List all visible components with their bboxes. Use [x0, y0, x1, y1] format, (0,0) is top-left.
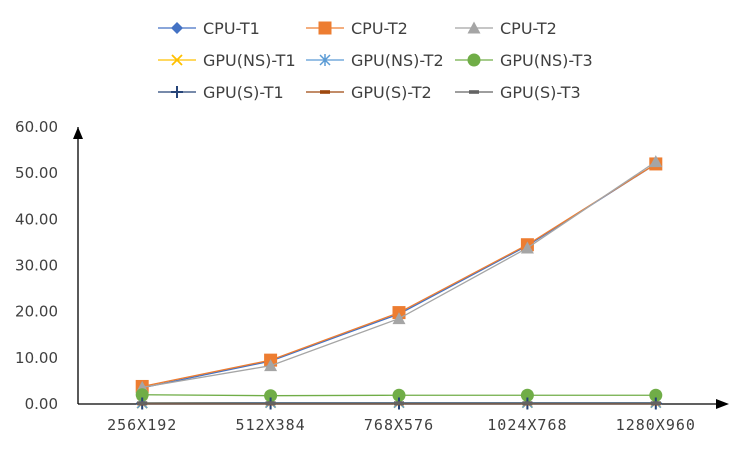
y-tick-label: 0.00 [25, 395, 58, 413]
data-point [265, 401, 276, 405]
data-point [394, 401, 404, 405]
x-axis-arrow [716, 399, 729, 409]
series-lines [135, 155, 663, 410]
data-point [264, 389, 278, 403]
y-tick-label: 50.00 [15, 164, 58, 182]
legend-marker [467, 21, 481, 34]
y-tick-label: 20.00 [15, 303, 58, 321]
legend-label: CPU-T2 [351, 19, 408, 38]
legend: CPU-T1 CPU-T2 CPU-T2 GPU(NS)-T1 GPU(NS)-T2 GP… [158, 19, 593, 102]
legend-item: CPU-T2 [455, 19, 557, 38]
legend-label: GPU(S)-T2 [351, 83, 432, 102]
legend-label: GPU(NS)-T2 [351, 51, 444, 70]
y-axis-tick-labels: 0.00 10.00 20.00 30.00 40.00 50.00 60.00 [15, 118, 58, 413]
data-point [264, 359, 278, 372]
data-point [392, 312, 406, 325]
series-0 [136, 157, 662, 394]
legend-label: GPU(NS)-T1 [203, 51, 296, 70]
legend-item: CPU-T1 [158, 19, 260, 38]
legend-marker [469, 90, 479, 94]
legend-marker [318, 21, 332, 35]
series-line [142, 161, 657, 389]
legend-marker [171, 86, 183, 98]
legend-marker [467, 53, 481, 67]
data-point [520, 241, 534, 254]
y-tick-label: 30.00 [15, 257, 58, 275]
legend-item: GPU(NS)-T3 [455, 51, 593, 70]
legend-label: CPU-T2 [500, 19, 557, 38]
data-point [392, 388, 406, 402]
x-tick-label: 768X576 [364, 416, 434, 434]
legend-label: GPU(S)-T3 [500, 83, 581, 102]
legend-item: CPU-T2 [306, 19, 408, 38]
y-tick-label: 60.00 [15, 118, 58, 136]
legend-label: CPU-T1 [203, 19, 260, 38]
y-tick-label: 40.00 [15, 210, 58, 228]
legend-item: GPU(S)-T1 [158, 83, 284, 102]
legend-marker [319, 54, 331, 66]
legend-item: GPU(S)-T2 [306, 83, 432, 102]
series-5 [135, 388, 663, 403]
series-line [142, 163, 657, 389]
x-tick-label: 1280X960 [616, 416, 696, 434]
legend-marker [171, 22, 183, 34]
data-point [650, 401, 661, 405]
y-axis-arrow [73, 127, 83, 139]
legend-item: GPU(S)-T3 [455, 83, 581, 102]
series-1 [135, 157, 663, 393]
data-point [137, 401, 148, 405]
legend-marker [320, 90, 330, 94]
data-point [520, 388, 534, 402]
series-line [142, 163, 657, 388]
legend-label: GPU(NS)-T3 [500, 51, 593, 70]
x-tick-label: 256X192 [107, 416, 177, 434]
legend-item: GPU(NS)-T1 [158, 51, 296, 70]
legend-item: GPU(NS)-T2 [306, 51, 444, 70]
data-point [649, 388, 663, 402]
x-axis-tick-labels: 256X192 512X384 768X576 1024X768 1280X960 [107, 416, 696, 434]
series-2 [135, 155, 663, 393]
x-tick-label: 512X384 [235, 416, 305, 434]
data-point [522, 401, 533, 405]
data-point [649, 155, 663, 168]
y-tick-label: 10.00 [15, 349, 58, 367]
legend-marker [171, 54, 183, 66]
series-8 [137, 401, 661, 405]
x-tick-label: 1024X768 [487, 416, 567, 434]
data-point [135, 388, 149, 402]
axes [73, 127, 729, 409]
legend-label: GPU(S)-T1 [203, 83, 284, 102]
